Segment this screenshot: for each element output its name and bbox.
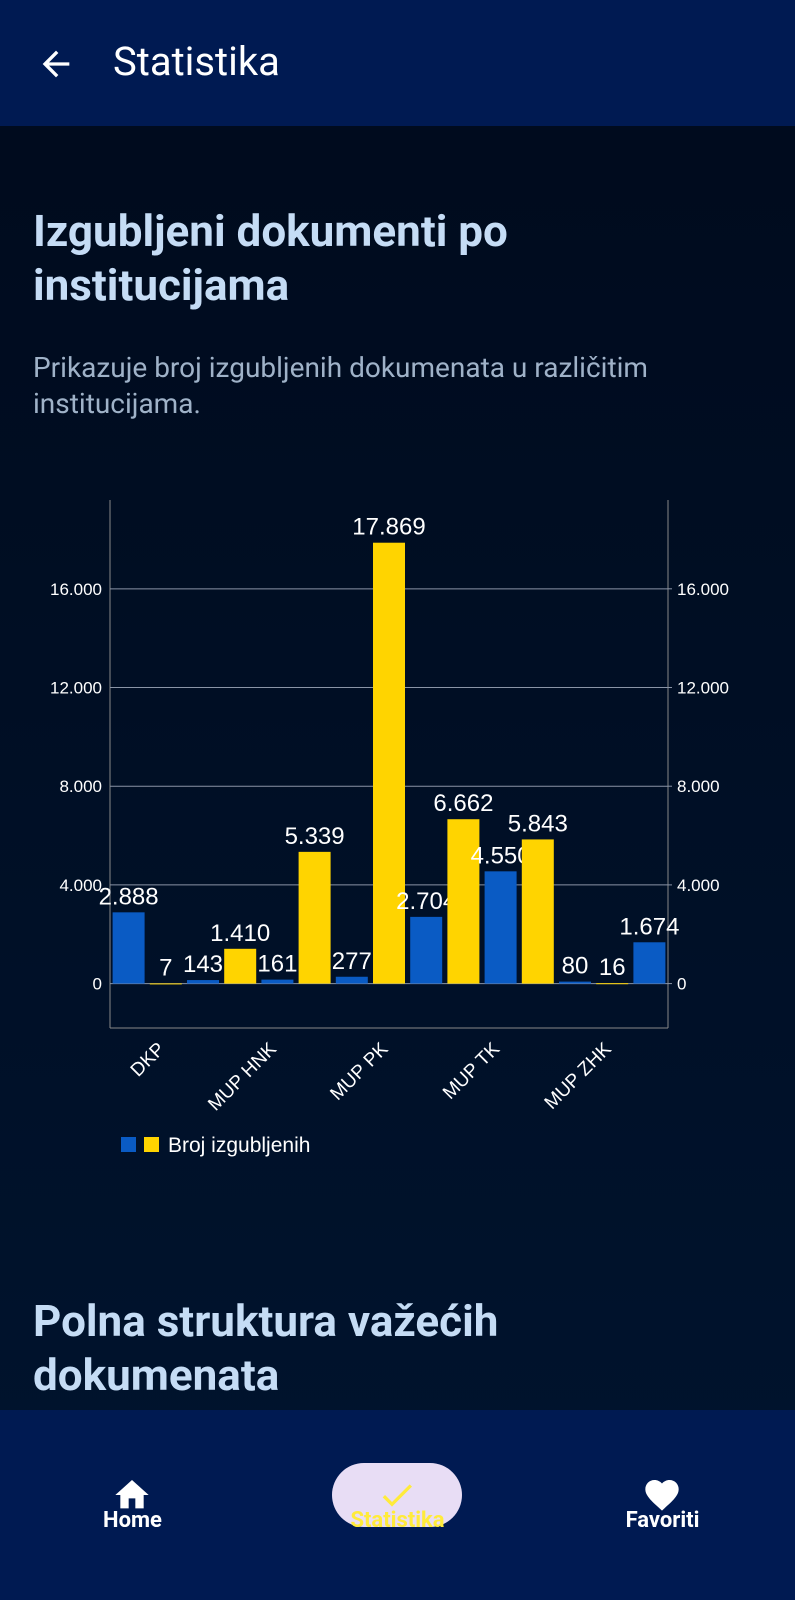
bar: [559, 981, 591, 984]
bar: [224, 948, 257, 984]
data-label: 16: [599, 954, 626, 981]
y2-tick-label: 8.000: [677, 777, 720, 796]
nav-icon: [645, 1480, 679, 1511]
bar: [410, 916, 443, 984]
data-label: 2.888: [99, 883, 159, 910]
back-button[interactable]: [36, 44, 76, 84]
data-label: 17.869: [352, 514, 425, 541]
data-label: 2.704: [396, 888, 456, 915]
nav-label: Home: [103, 1508, 162, 1533]
data-label: 143: [183, 951, 223, 978]
nav-item[interactable]: Favoriti: [530, 1410, 795, 1600]
bar: [484, 871, 517, 984]
nav-indicator: [332, 1463, 462, 1527]
bar: [298, 851, 331, 984]
bar: [373, 542, 405, 984]
x-tick-label: MUP HNK: [204, 1038, 281, 1115]
y-tick-label: 16.000: [50, 580, 102, 599]
x-tick-label: DKP: [127, 1039, 169, 1081]
app-bar-title: Statistika: [113, 38, 280, 85]
bar: [112, 912, 145, 984]
section-title: Izgubljeni dokumenti po institucijama: [33, 205, 508, 311]
bar: [633, 942, 666, 984]
data-label: 5.339: [285, 823, 345, 850]
legend-swatch: [121, 1137, 136, 1152]
nav-item[interactable]: Statistika: [265, 1410, 530, 1600]
nav-item[interactable]: Home: [0, 1410, 265, 1600]
data-label: 6.662: [433, 790, 493, 817]
y-tick-label: 0: [93, 975, 102, 994]
legend-swatch: [144, 1137, 159, 1152]
legend-label: Broj izgubljenih: [168, 1134, 310, 1157]
nav-label: Favoriti: [625, 1508, 700, 1533]
data-label: 4.550: [471, 842, 531, 869]
data-label: 1.674: [619, 913, 679, 940]
bar: [261, 979, 294, 984]
data-label: 5.843: [508, 810, 568, 837]
y2-tick-label: 4.000: [677, 876, 720, 895]
bar: [187, 980, 219, 984]
data-label: 7: [159, 954, 172, 981]
y-tick-label: 4.000: [59, 876, 102, 895]
bar: [521, 839, 554, 984]
y2-tick-label: 16.000: [677, 580, 729, 599]
nav-label: Statistika: [350, 1508, 445, 1533]
bar: [149, 983, 182, 985]
app-bar: Statistika: [0, 0, 795, 126]
x-tick-label: MUP PK: [326, 1038, 392, 1104]
section-description: Prikazuje broj izgubljenih dokumenata u …: [33, 351, 648, 420]
y2-tick-label: 12.000: [677, 679, 729, 698]
y-tick-label: 12.000: [50, 679, 102, 698]
data-label: 1.410: [210, 920, 270, 947]
bottom-nav: Home Statistika Favoriti: [0, 1410, 795, 1600]
data-label: 277: [332, 948, 372, 975]
bar: [335, 976, 368, 984]
chart: 0 4.000 8.000 12.000 16.000 0 4.000 8.000 12.000…: [50, 500, 729, 1157]
bar: [596, 983, 629, 985]
nav-icon: [115, 1480, 149, 1509]
x-tick-label: MUP TK: [439, 1038, 504, 1103]
bar: [447, 819, 480, 984]
data-label: 161: [257, 951, 297, 978]
x-tick-label: MUP ZHK: [541, 1038, 616, 1113]
section-title: Polna struktura važećih dokumenata: [33, 1295, 499, 1401]
y2-tick-label: 0: [677, 975, 686, 994]
data-label: 80: [562, 953, 589, 980]
y-tick-label: 8.000: [59, 777, 102, 796]
nav-icon: [382, 1484, 412, 1507]
